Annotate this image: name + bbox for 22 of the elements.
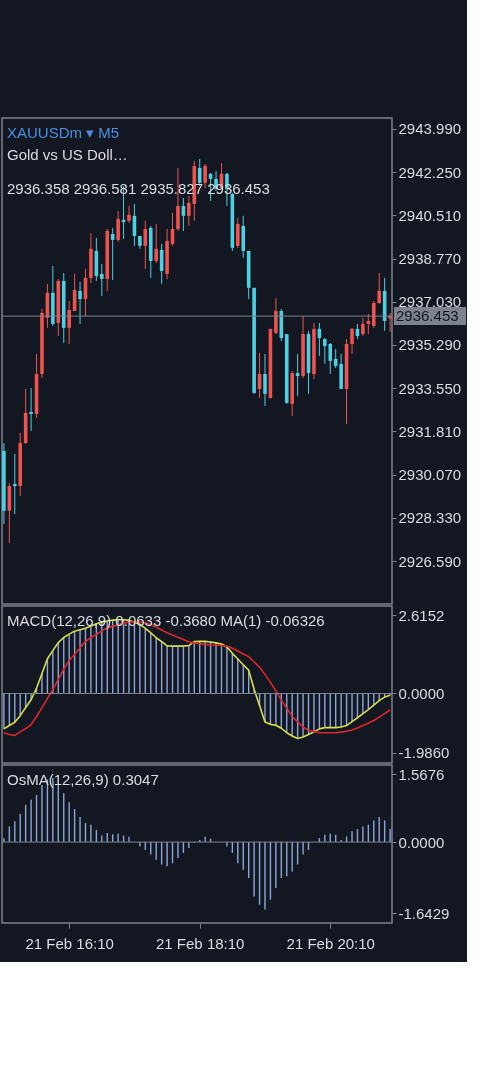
text: Gold vs US Doll… [7, 146, 128, 163]
y-tick-label: 2.6152 [398, 606, 445, 624]
y-tick-label: 0.0000 [398, 833, 445, 851]
y-tick-label: 2938.770 [398, 250, 462, 268]
y-tick-label: -1.6429 [398, 904, 450, 922]
y-tick-label: 2931.810 [398, 422, 462, 440]
y-tick-label: 2940.510 [398, 206, 462, 224]
y-tick-label: 2935.290 [398, 336, 462, 354]
x-tick-label: 21 Feb 16:10 [25, 934, 114, 952]
y-tick-label: 2930.070 [398, 466, 462, 484]
y-tick-label: 2943.990 [398, 120, 462, 138]
y-tick-label: 2926.590 [398, 552, 462, 570]
x-tick-label: 21 Feb 20:10 [286, 934, 375, 952]
y-tick-label: 2933.550 [398, 379, 462, 397]
y-tick-label: 1.5676 [398, 765, 445, 783]
x-tick-label: 21 Feb 18:10 [156, 934, 245, 952]
annotation: OsMA(12,26,9) 0.3047 [7, 771, 159, 788]
chart-title: XAUUSDm ▾ M5 [7, 124, 120, 141]
y-tick-label: 2942.250 [398, 163, 462, 181]
y-tick-label: 0.0000 [398, 684, 445, 702]
y-tick-label: -1.9860 [398, 744, 450, 762]
y-tick-label: 2928.330 [398, 509, 462, 527]
